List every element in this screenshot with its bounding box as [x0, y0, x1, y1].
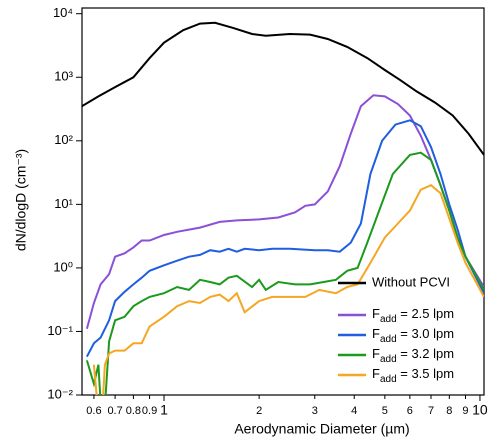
x-axis-label: Aerodynamic Diameter (µm)	[234, 421, 409, 437]
y-tick-label: 10²	[54, 132, 73, 147]
series-line	[86, 119, 484, 358]
legend-label-text: = 2.5 lpm	[397, 306, 454, 321]
x-tick-label: 9	[462, 405, 468, 417]
legend-label-sub: add	[380, 334, 397, 345]
legend-label-base: F	[372, 326, 380, 341]
legend-label-base: F	[372, 346, 380, 361]
legend-label-sub: add	[380, 374, 397, 385]
y-tick-label: 10⁻²	[47, 386, 73, 401]
series-line	[82, 21, 484, 156]
x-tick-label: 1	[160, 402, 168, 418]
legend-label: Without PCVI	[372, 274, 450, 289]
legend-label-text: = 3.0 lpm	[397, 326, 454, 341]
x-tick-label: 8	[446, 405, 452, 417]
legend-label-base: F	[372, 306, 380, 321]
plot-frame	[81, 7, 485, 396]
y-tick-label: 10³	[54, 69, 73, 84]
lines	[82, 21, 484, 395]
legend-label: Fadd = 2.5 lpm	[372, 306, 454, 324]
legend-label: Fadd = 3.5 lpm	[372, 366, 454, 384]
x-tick-label: 3	[312, 405, 318, 417]
x-tick-label: 4	[351, 405, 357, 417]
legend-label-text: = 3.2 lpm	[397, 346, 454, 361]
x-tick-label: 7	[428, 405, 434, 417]
series-line	[85, 151, 484, 395]
y-tick-label: 10¹	[54, 196, 73, 211]
x-tick-label: 0.7	[107, 405, 122, 417]
x-tick-label: 10	[472, 402, 488, 418]
x-tick-label: 0.6	[86, 405, 101, 417]
series-line	[92, 184, 484, 395]
y-axis-label: dN/dlogD (cm⁻³)	[13, 149, 29, 251]
x-tick-label: 6	[407, 405, 413, 417]
legend-label: Fadd = 3.0 lpm	[372, 326, 454, 344]
x-tick-label: 0.8	[126, 405, 141, 417]
y-tick-label: 10⁻¹	[47, 323, 73, 338]
legend-label-sub: add	[380, 314, 397, 325]
y-tick-label: 10⁰	[53, 259, 73, 274]
y-tick-label: 10⁴	[53, 5, 73, 20]
legend-label-text: = 3.5 lpm	[397, 366, 454, 381]
x-tick-label: 5	[382, 405, 388, 417]
legend-label-sub: add	[380, 354, 397, 365]
x-tick-label: 2	[256, 405, 262, 417]
legend-label: Fadd = 3.2 lpm	[372, 346, 454, 364]
x-tick-label: 0.9	[142, 405, 157, 417]
legend-label-base: F	[372, 366, 380, 381]
series-line	[85, 94, 484, 330]
